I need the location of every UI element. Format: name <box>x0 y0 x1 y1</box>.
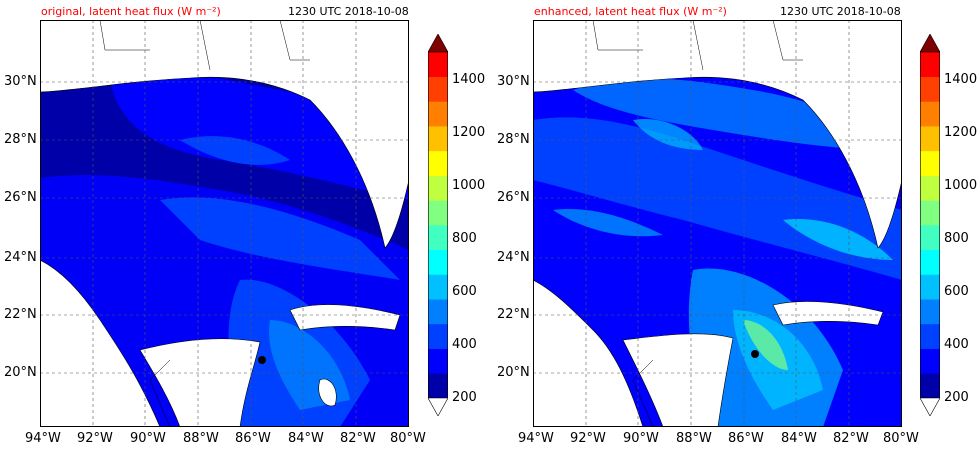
left-colorbar <box>428 34 448 416</box>
colorbar-swatch <box>920 249 940 275</box>
right-panel-timestamp: 1230 UTC 2018-10-08 <box>780 5 901 18</box>
colorbar-tick: 1400 <box>944 72 978 87</box>
lon-label: 80°W <box>390 431 426 446</box>
lat-label: 28°N <box>4 132 37 147</box>
gridlines <box>533 20 902 427</box>
lon-label: 86°W <box>235 431 271 446</box>
lat-label: 30°N <box>4 74 37 89</box>
lat-label: 28°N <box>497 132 530 147</box>
colorbar-tick: 1400 <box>452 72 486 87</box>
lat-label: 30°N <box>497 74 530 89</box>
colorbar-swatch <box>428 76 448 102</box>
lon-label: 88°W <box>183 431 219 446</box>
map-frame <box>533 20 902 427</box>
lat-label: 24°N <box>4 250 37 265</box>
colorbar-swatch <box>428 249 448 275</box>
colorbar-swatch <box>428 175 448 201</box>
lon-label: 80°W <box>883 431 919 446</box>
lon-label: 94°W <box>518 431 554 446</box>
left-panel-timestamp: 1230 UTC 2018-10-08 <box>288 5 409 18</box>
colorbar-tick: 400 <box>944 337 969 352</box>
colorbar-tick: 400 <box>452 337 477 352</box>
colorbar-swatch <box>920 348 940 374</box>
lat-label: 24°N <box>497 250 530 265</box>
colorbar-swatch <box>428 126 448 152</box>
colorbar-swatch <box>920 126 940 152</box>
colorbar-tick: 1000 <box>452 178 486 193</box>
colorbar-swatch <box>920 52 940 78</box>
lat-label: 22°N <box>497 307 530 322</box>
colorbar-swatch <box>428 52 448 78</box>
colorbar-swatch <box>428 101 448 127</box>
colorbar-tick: 200 <box>944 390 969 405</box>
borders <box>99 20 310 427</box>
colorbar-swatch <box>920 373 940 399</box>
colorbar-tick: 800 <box>452 231 477 246</box>
colorbar-swatch <box>920 323 940 349</box>
land-areas <box>533 20 902 427</box>
colorbar-tick: 800 <box>944 231 969 246</box>
colorbar-tick: 600 <box>944 284 969 299</box>
lon-label: 84°W <box>288 431 324 446</box>
colorbar-swatch <box>920 225 940 251</box>
colorbar-swatch <box>920 150 940 176</box>
colorbar-swatch <box>920 101 940 127</box>
colorbar-swatch <box>428 348 448 374</box>
borders <box>592 20 803 427</box>
colorbar-swatch <box>920 299 940 325</box>
colorbar-swatch <box>920 200 940 226</box>
colorbar-tick: 1200 <box>944 125 978 140</box>
colorbar-tick: 200 <box>452 390 477 405</box>
lat-label: 22°N <box>4 307 37 322</box>
colorbar-tick: 1200 <box>452 125 486 140</box>
gridlines <box>40 20 409 427</box>
lon-label: 90°W <box>130 431 166 446</box>
lat-label: 26°N <box>4 190 37 205</box>
right-map <box>533 20 902 427</box>
lon-label: 82°W <box>833 431 869 446</box>
colorbar-swatch <box>920 274 940 300</box>
colorbar-swatch <box>920 76 940 102</box>
colorbar-swatch <box>920 175 940 201</box>
lon-label: 92°W <box>570 431 606 446</box>
hurricane-eye <box>258 356 266 364</box>
lon-label: 86°W <box>728 431 764 446</box>
colorbar-swatch <box>428 225 448 251</box>
colorbar-tick: 600 <box>452 284 477 299</box>
map-frame <box>40 20 409 427</box>
lon-label: 90°W <box>623 431 659 446</box>
hurricane-eye <box>751 350 759 358</box>
colorbar-swatch <box>428 274 448 300</box>
right-colorbar <box>920 34 940 416</box>
colorbar-swatch <box>428 299 448 325</box>
left-panel-title: original, latent heat flux (W m⁻²) <box>41 5 221 18</box>
land-areas <box>40 20 409 427</box>
colorbar-swatch <box>428 323 448 349</box>
lat-label: 20°N <box>4 365 37 380</box>
lon-label: 94°W <box>25 431 61 446</box>
left-map <box>40 20 409 427</box>
colorbar-swatches <box>920 51 940 399</box>
lon-label: 88°W <box>676 431 712 446</box>
lon-label: 82°W <box>340 431 376 446</box>
colorbar-swatch <box>428 373 448 399</box>
lat-label: 20°N <box>497 365 530 380</box>
colorbar-swatch <box>428 150 448 176</box>
lon-label: 84°W <box>781 431 817 446</box>
colorbar-swatches <box>428 51 448 399</box>
flux-field <box>533 78 902 427</box>
lat-label: 26°N <box>497 190 530 205</box>
colorbar-swatch <box>428 200 448 226</box>
lon-label: 92°W <box>77 431 113 446</box>
right-panel-title: enhanced, latent heat flux (W m⁻²) <box>534 5 727 18</box>
colorbar-tick: 1000 <box>944 178 978 193</box>
